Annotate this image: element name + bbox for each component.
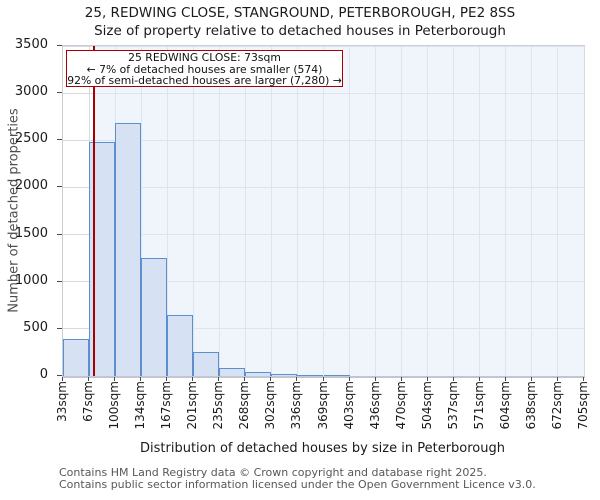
- x-tick-mark: [192, 377, 194, 381]
- annotation-box: 25 REDWING CLOSE: 73sqm ← 7% of detached…: [66, 50, 343, 87]
- chart-subtitle: Size of property relative to detached ho…: [94, 23, 506, 39]
- y-tick-label: 1000: [14, 272, 48, 288]
- x-tick-label: 571sqm: [471, 381, 486, 430]
- x-tick-mark: [322, 377, 324, 381]
- y-tick-label: 1500: [14, 225, 48, 241]
- x-tick-label: 470sqm: [393, 381, 408, 430]
- x-tick-label: 33sqm: [55, 381, 69, 422]
- y-tick-label: 2500: [14, 131, 48, 147]
- y-tick-label: 500: [23, 319, 48, 335]
- x-tick-mark: [218, 377, 220, 381]
- annotation-smaller-stat: ← 7% of detached houses are smaller (574…: [86, 62, 323, 76]
- histogram-bar: [63, 339, 90, 376]
- x-tick-label: 436sqm: [367, 381, 382, 430]
- x-tick-mark: [400, 377, 402, 381]
- footer-attribution: Contains HM Land Registry data © Crown c…: [59, 467, 536, 490]
- histogram-bar: [297, 374, 324, 376]
- y-tick-mark: [57, 186, 62, 188]
- y-tick-mark: [57, 375, 62, 376]
- x-tick-mark: [270, 377, 272, 381]
- y-tick-mark: [57, 280, 62, 282]
- x-tick-label: 672sqm: [549, 381, 564, 430]
- y-tick-mark: [57, 139, 62, 141]
- x-tick-mark: [426, 377, 428, 381]
- x-tick-mark: [114, 377, 116, 381]
- footer-line-2: Contains public sector information licen…: [59, 477, 536, 491]
- property-marker-line: [93, 46, 95, 376]
- footer-line-1: Contains HM Land Registry data © Crown c…: [59, 466, 487, 479]
- x-tick-mark: [504, 377, 506, 381]
- x-tick-mark: [452, 377, 454, 381]
- x-axis-title: Distribution of detached houses by size …: [140, 441, 505, 456]
- y-tick-mark: [57, 45, 62, 46]
- x-tick-label: 504sqm: [419, 381, 434, 430]
- x-tick-mark: [88, 377, 90, 381]
- x-tick-mark: [478, 377, 480, 381]
- x-tick-mark: [556, 377, 558, 381]
- x-tick-label: 537sqm: [445, 381, 460, 430]
- y-tick-mark: [57, 233, 62, 235]
- x-tick-label: 67sqm: [81, 381, 96, 422]
- x-tick-mark: [244, 377, 246, 381]
- histogram-bar: [141, 258, 168, 376]
- x-tick-label: 100sqm: [107, 381, 122, 430]
- x-tick-mark: [348, 377, 350, 381]
- x-tick-mark: [374, 377, 376, 381]
- x-tick-label: 302sqm: [263, 381, 278, 430]
- annotation-larger-stat: 92% of semi-detached houses are larger (…: [67, 74, 342, 87]
- x-tick-label: 268sqm: [237, 381, 252, 430]
- histogram-bar: [245, 372, 272, 376]
- x-tick-label: 604sqm: [497, 381, 512, 430]
- x-tick-mark: [583, 377, 584, 381]
- x-tick-label: 705sqm: [576, 381, 590, 430]
- y-tick-mark: [57, 92, 62, 94]
- x-tick-label: 336sqm: [289, 381, 304, 430]
- histogram-bar: [193, 352, 220, 376]
- annotation-property-label: 25 REDWING CLOSE: 73sqm: [128, 51, 281, 64]
- x-tick-label: 167sqm: [159, 381, 174, 430]
- plot-area: [62, 45, 585, 378]
- histogram-bar: [167, 314, 194, 376]
- x-tick-label: 638sqm: [523, 381, 538, 430]
- y-tick-label: 2000: [14, 178, 48, 194]
- histogram-bar: [115, 123, 142, 376]
- x-tick-label: 369sqm: [315, 381, 330, 430]
- x-tick-mark: [140, 377, 142, 381]
- x-tick-label: 134sqm: [133, 381, 148, 430]
- y-tick-label: 3000: [14, 84, 48, 100]
- gridline-vertical: [583, 46, 585, 376]
- x-tick-mark: [62, 377, 63, 381]
- x-tick-label: 235sqm: [211, 381, 226, 430]
- x-tick-mark: [530, 377, 532, 381]
- y-tick-label: 3500: [14, 37, 48, 52]
- x-tick-label: 403sqm: [341, 381, 356, 430]
- chart-title: 25, REDWING CLOSE, STANGROUND, PETERBORO…: [84, 5, 516, 21]
- y-tick-mark: [57, 327, 62, 329]
- x-tick-mark: [296, 377, 298, 381]
- x-tick-label: 201sqm: [185, 381, 200, 430]
- x-tick-mark: [166, 377, 168, 381]
- histogram-bar: [271, 373, 298, 376]
- histogram-bar: [219, 367, 246, 376]
- y-tick-label: 0: [39, 367, 48, 382]
- histogram-bar: [323, 375, 350, 376]
